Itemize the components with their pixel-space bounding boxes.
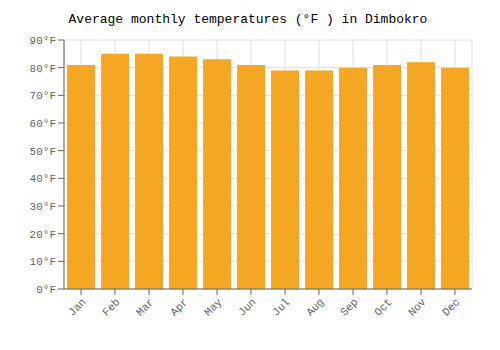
- svg-text:60°F: 60°F: [30, 118, 56, 130]
- svg-text:Apr: Apr: [168, 296, 190, 318]
- svg-text:70°F: 70°F: [30, 90, 56, 102]
- svg-text:Feb: Feb: [100, 296, 122, 318]
- html-text:Average monthly temperatures (: Average monthly temperatures (°F ) in Di…: [68, 12, 428, 27]
- svg-text:Sep: Sep: [338, 296, 360, 318]
- svg-text:Oct: Oct: [372, 296, 394, 318]
- svg-text:0°F: 0°F: [36, 284, 56, 296]
- svg-text:20°F: 20°F: [30, 229, 56, 241]
- svg-text:Nov: Nov: [406, 296, 429, 319]
- svg-text:May: May: [202, 296, 225, 319]
- svg-text:80°F: 80°F: [30, 63, 56, 75]
- svg-text:50°F: 50°F: [30, 146, 56, 158]
- svg-text:Jul: Jul: [270, 296, 292, 318]
- svg-text:Dec: Dec: [440, 296, 462, 318]
- svg-text:Mar: Mar: [134, 296, 156, 318]
- svg-text:Jun: Jun: [236, 296, 258, 318]
- svg-text:Jan: Jan: [66, 296, 88, 318]
- svg-text:30°F: 30°F: [30, 201, 56, 213]
- svg-text:Aug: Aug: [304, 296, 326, 318]
- svg-text:90°F: 90°F: [30, 35, 56, 47]
- svg-text:40°F: 40°F: [30, 173, 56, 185]
- svg-text:10°F: 10°F: [30, 256, 56, 268]
